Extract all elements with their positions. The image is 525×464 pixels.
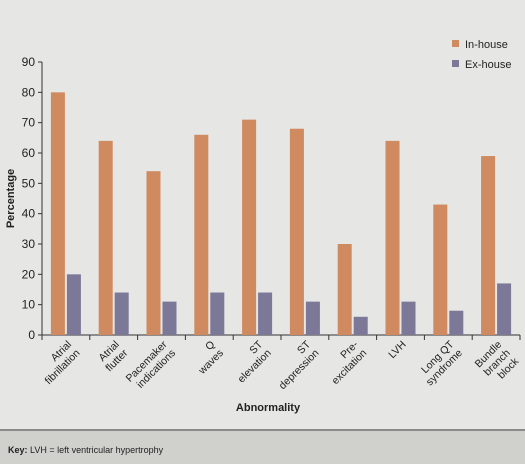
bar-in-house-7 [385,140,400,335]
key-label: Key: [8,445,28,455]
bar-ex-house-5 [305,301,320,335]
bar-in-house-9 [481,156,496,335]
legend-swatch [452,60,459,67]
key-bar: Key: LVH = left ventricular hypertrophy [0,429,525,464]
y-tick-label: 80 [22,85,36,99]
x-category-label: STelevation [227,338,274,385]
bar-ex-house-0 [66,274,81,335]
y-tick-label: 30 [22,237,36,251]
bar-ex-house-2 [162,301,177,335]
legend-swatch [452,40,459,47]
bar-ex-house-6 [353,316,368,335]
legend-label: Ex-house [465,59,511,71]
bar-ex-house-1 [114,292,129,335]
bar-in-house-0 [50,92,65,335]
bar-in-house-5 [289,128,304,335]
bar-in-house-6 [337,244,352,335]
x-category-label: Pre-excitation [321,338,370,387]
key-definition: LVH = left ventricular hypertrophy [30,445,164,455]
y-tick-label: 90 [22,55,36,69]
x-category-label: LVH [386,339,408,361]
bar-ex-house-9 [497,283,512,335]
legend-label: In-house [465,39,508,51]
y-tick-label: 70 [22,116,36,130]
chart-panel: 0 10 20 30 40 50 60 70 80 90 Atrialfibrillation Atr… [5,39,522,414]
y-tick-label: 20 [22,267,36,281]
x-category-label: Pacemakerindications [124,338,179,393]
key-text: Key: LVH = left ventricular hypertrophy [8,445,163,455]
y-tick-label: 50 [22,176,36,190]
x-category-label: STdepression [268,338,322,392]
y-tick-label: 0 [28,328,35,342]
bar-ex-house-3 [210,292,225,335]
bar-chart: 0 10 20 30 40 50 60 70 80 90 Atrialfibrillation Atr… [5,39,522,414]
x-category-label: Bundlebranchblock [473,338,522,387]
bar-ex-house-4 [258,292,273,335]
bar-in-house-8 [433,204,448,335]
bar-in-house-3 [194,134,209,335]
x-category-label: Atrialflutter [95,338,131,374]
y-tick-label: 40 [22,207,36,221]
bar-in-house-1 [98,140,113,335]
bar-in-house-4 [242,119,257,335]
x-category-label: Qwaves [187,339,226,378]
bar-in-house-2 [146,171,161,335]
bar-ex-house-7 [401,301,416,335]
y-axis-title: Percentage [5,169,17,228]
bar-ex-house-8 [449,310,464,335]
y-tick-label: 60 [22,146,36,160]
x-category-label: Long QTsyndrome [415,338,465,388]
y-tick-label: 10 [22,298,36,312]
x-axis-title: Abnormality [236,402,301,414]
x-category-label: Atrialfibrillation [34,339,82,387]
